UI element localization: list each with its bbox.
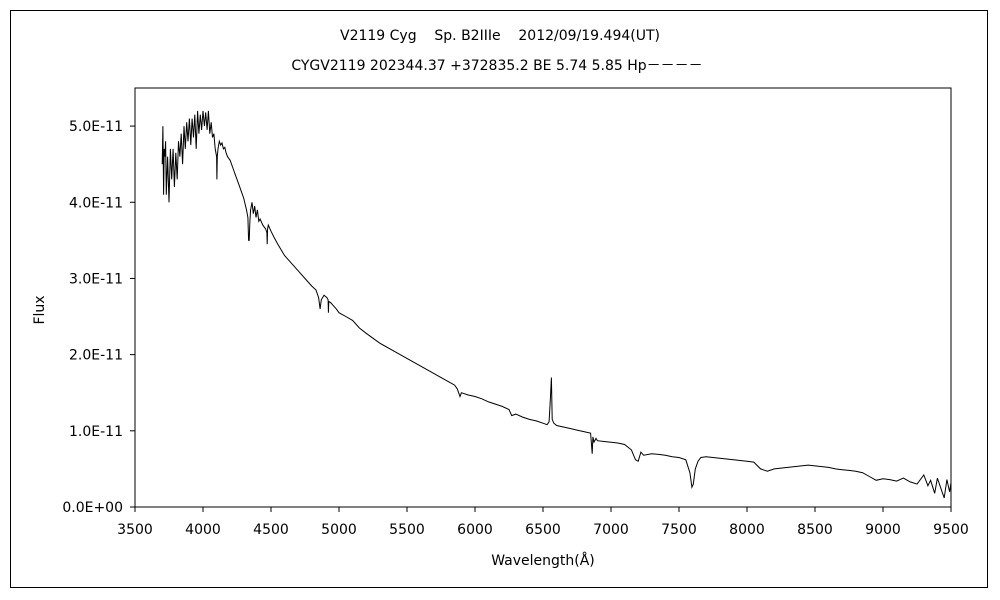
x-tick-label: 5500 <box>389 522 425 538</box>
y-tick-label: 1.0E-11 <box>69 424 123 440</box>
x-tick-label: 6500 <box>525 522 561 538</box>
x-axis-label: Wavelength(Å) <box>491 552 595 569</box>
x-tick-label: 4000 <box>185 522 221 538</box>
x-tick-label: 9500 <box>933 522 969 538</box>
x-tick-label: 5000 <box>321 522 357 538</box>
y-axis: 0.0E+00 1.0E-11 2.0E-11 3.0E-11 4.0E-11 5.0E-… <box>62 119 135 516</box>
y-tick-label: 5.0E-11 <box>69 119 123 135</box>
x-tick-label: 6000 <box>457 522 493 538</box>
x-tick-label: 4500 <box>253 522 289 538</box>
x-tick-label: 3500 <box>117 522 153 538</box>
y-tick-label: 4.0E-11 <box>69 195 123 211</box>
chart-subtitle: CYGV2119 202344.37 +372835.2 BE 5.74 5.8… <box>291 58 702 74</box>
x-tick-label: 8500 <box>797 522 833 538</box>
y-tick-label: 3.0E-11 <box>69 271 123 287</box>
x-tick-label: 9000 <box>865 522 901 538</box>
x-tick-label: 8000 <box>729 522 765 538</box>
spectrum-line <box>161 110 952 499</box>
y-tick-label: 0.0E+00 <box>62 500 123 516</box>
plot-area <box>134 87 952 508</box>
y-axis-label: Flux <box>32 295 48 324</box>
chart-title: V2119 Cyg Sp. B2IIIe 2012/09/19.494(UT) <box>340 28 660 44</box>
x-tick-label: 7000 <box>593 522 629 538</box>
y-tick-label: 2.0E-11 <box>69 348 123 364</box>
x-axis: 3500 4000 4500 5000 5500 6000 6500 7000 7500 8000… <box>117 507 969 538</box>
x-tick-label: 7500 <box>661 522 697 538</box>
